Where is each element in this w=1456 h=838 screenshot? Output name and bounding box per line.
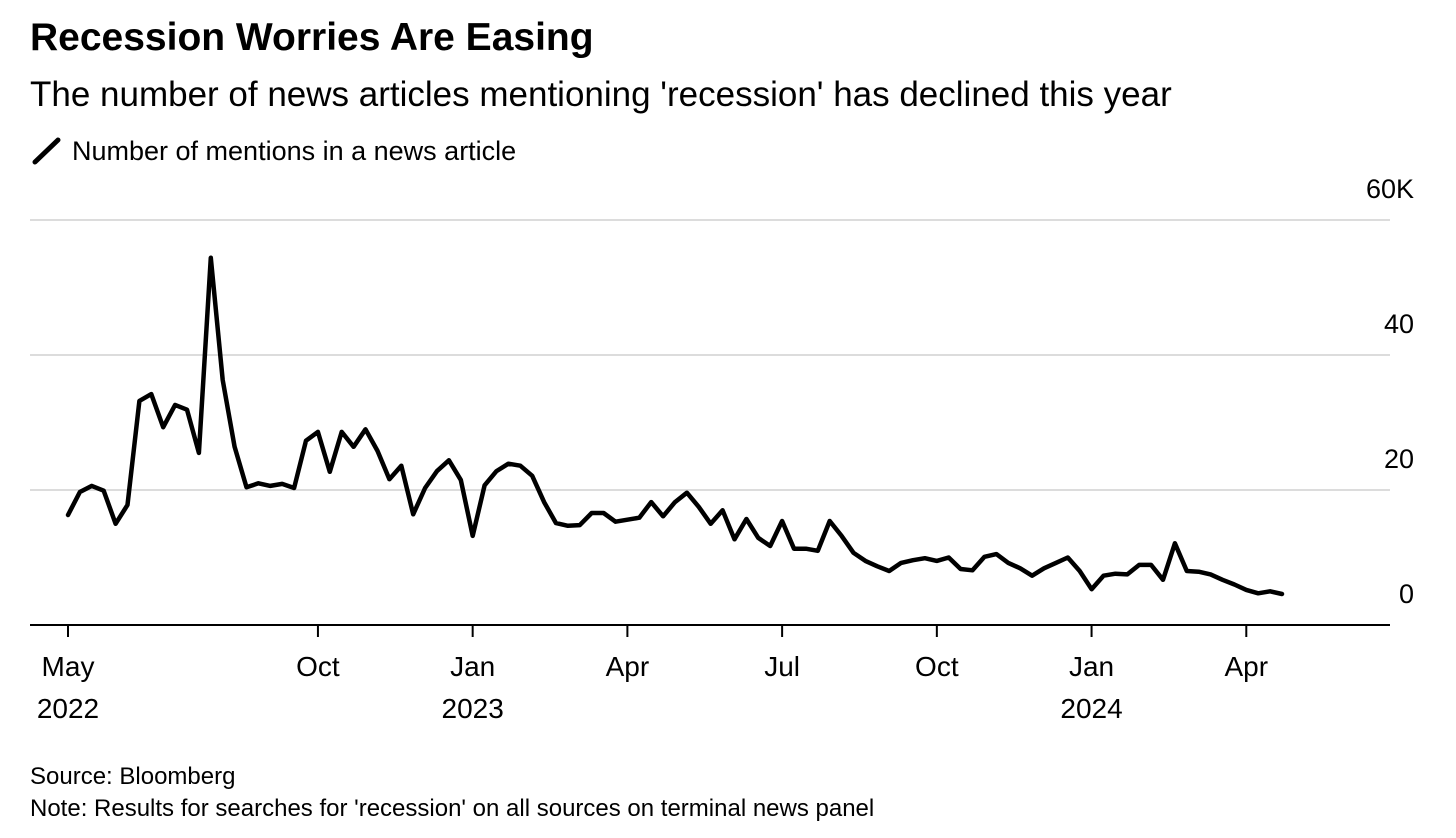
- x-tick-label: Apr: [605, 651, 650, 682]
- y-tick-label: 20: [1384, 444, 1414, 474]
- x-tick-label: Apr: [1224, 651, 1269, 682]
- x-tick-label: Jan 2024: [1060, 651, 1123, 724]
- y-tick-label: 0: [1399, 579, 1414, 609]
- legend-icon: [32, 137, 61, 165]
- y-tick-label: 40: [1384, 309, 1414, 339]
- x-tick-label: Jan 2023: [441, 651, 504, 724]
- x-tick-label: Oct: [915, 651, 959, 682]
- x-tick-label: Jul: [764, 651, 800, 682]
- y-tick-label: 60K: [1366, 174, 1414, 204]
- x-tick-label: May 2022: [36, 651, 100, 724]
- note: Note: Results for searches for 'recessio…: [30, 795, 874, 822]
- chart-subtitle: The number of news articles mentioning '…: [30, 75, 1172, 114]
- data-line: [65, 255, 1285, 597]
- legend-label: Number of mentions in a news article: [72, 136, 516, 166]
- source: Source: Bloomberg: [30, 763, 235, 790]
- x-tick-label: Oct: [296, 651, 340, 682]
- chart-title: Recession Worries Are Easing: [30, 16, 594, 59]
